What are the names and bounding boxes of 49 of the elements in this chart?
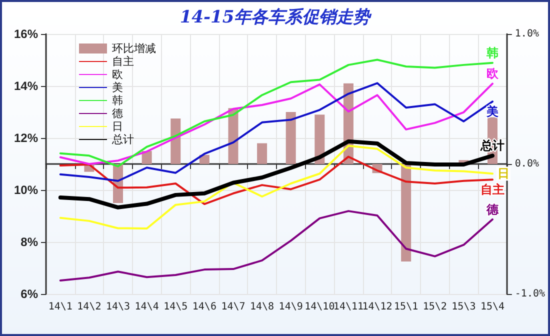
line-series: [59, 156, 494, 206]
text: 日: [497, 166, 510, 181]
bar: [286, 112, 296, 164]
bar: [199, 154, 210, 164]
x-tick-label: 14\4: [134, 302, 159, 312]
text: 总计: [480, 138, 504, 153]
y2-tick-label: 1.0%: [514, 28, 539, 40]
x-tick-label: 15\1: [394, 302, 418, 312]
y-tick-label: 14%: [14, 79, 38, 93]
legend-label: 自主: [112, 55, 134, 68]
legend-label: 欧: [112, 68, 123, 81]
bar: [170, 118, 181, 164]
x-tick-label: 14\12: [362, 302, 392, 312]
bar: [314, 114, 325, 164]
text: 韩: [486, 46, 498, 60]
y-tick-label: 8%: [20, 235, 38, 249]
x-tick-label: 14\2: [77, 302, 102, 312]
chart-title: 14-15年各车系促销走势: [180, 8, 372, 28]
x-tick-label: 14\11: [333, 302, 364, 312]
x-tick-label: 15\3: [452, 302, 476, 312]
x-tick-label: 14\1: [48, 302, 72, 312]
x-tick-label: 14\9: [278, 302, 303, 312]
text: 德: [486, 202, 498, 216]
x-tick-label: 14\6: [192, 302, 216, 312]
y-tick-label: 6%: [20, 287, 38, 301]
y2-tick-label: 0.0%: [514, 158, 539, 170]
x-tick-label: 14\8: [250, 302, 274, 312]
x-tick-label: 14\7: [221, 302, 246, 312]
x-tick-label: 15\4: [480, 302, 505, 312]
bar: [142, 151, 152, 164]
text: 自主: [480, 182, 504, 197]
text: 美: [486, 104, 498, 119]
x-tick-label: 15\2: [422, 302, 447, 312]
legend-label: 美: [112, 81, 123, 94]
y-tick-label: 10%: [14, 183, 38, 197]
x-tick-label: 14\10: [304, 302, 335, 312]
bar: [257, 143, 268, 164]
legend-label: 总计: [111, 133, 134, 146]
y-tick-label: 12%: [14, 131, 38, 145]
legend-label: 德: [112, 107, 123, 120]
legend-label: 日: [112, 120, 123, 133]
legend-label: 环比增减: [112, 42, 156, 55]
text: 欧: [486, 66, 498, 81]
y-tick-label: 16%: [14, 27, 38, 41]
y2-tick-label: -1.0%: [514, 288, 546, 300]
x-tick-label: 14\5: [164, 302, 188, 312]
bar: [401, 164, 412, 262]
x-tick-label: 14\3: [106, 302, 130, 312]
legend-label: 韩: [112, 94, 123, 107]
